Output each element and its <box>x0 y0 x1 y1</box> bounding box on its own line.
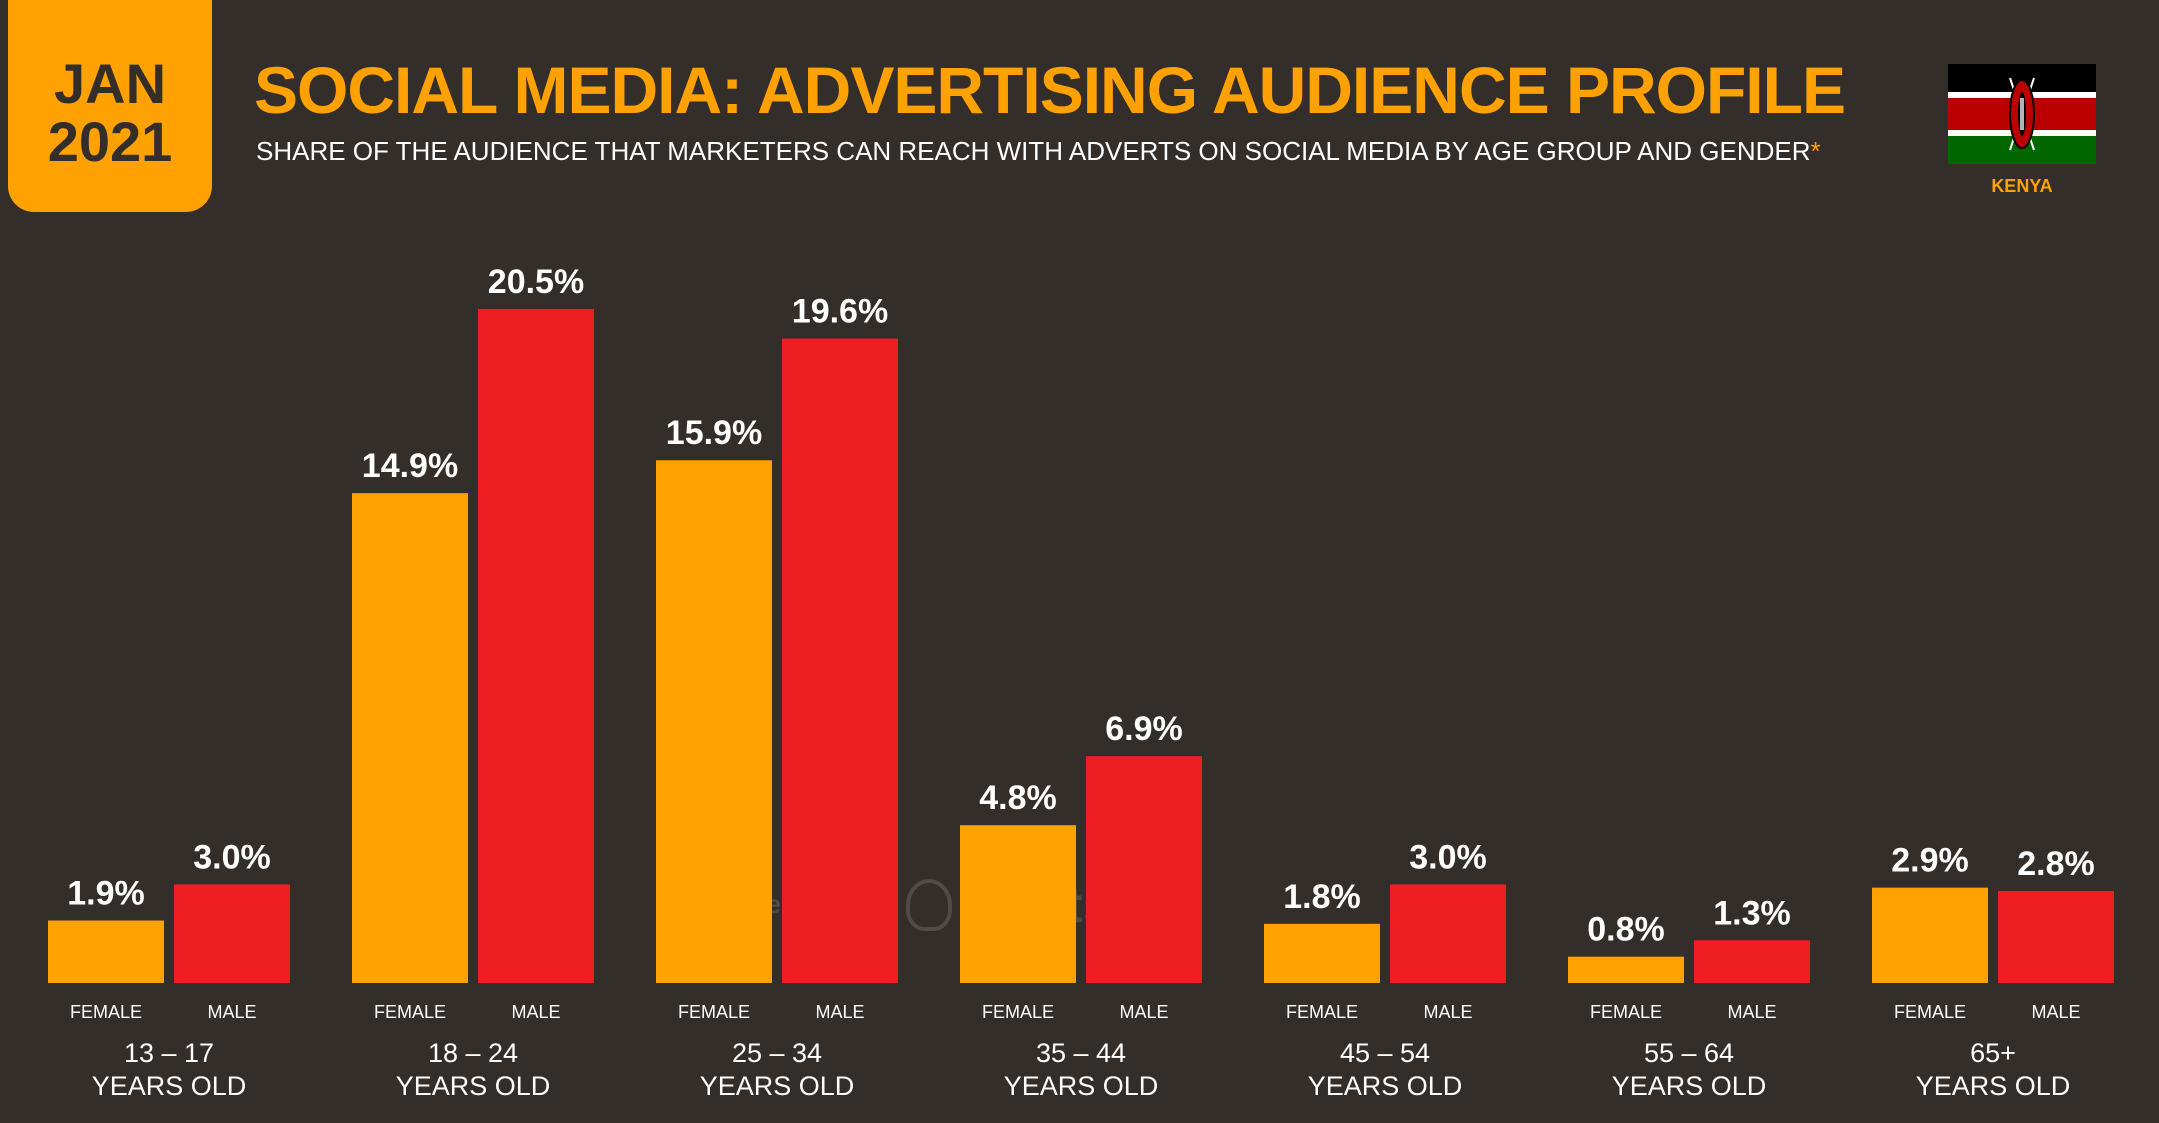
data-label-male-3: 6.9% <box>1105 710 1183 748</box>
bar-male-3 <box>1086 756 1202 983</box>
age-group-suffix-2: YEARS OLD <box>700 1071 855 1101</box>
gender-label-female-1: FEMALE <box>374 1002 446 1022</box>
page-title: SOCIAL MEDIA: ADVERTISING AUDIENCE PROFI… <box>254 53 1846 127</box>
age-group-suffix-4: YEARS OLD <box>1308 1071 1463 1101</box>
data-label-male-6: 2.8% <box>2017 845 2095 883</box>
date-badge: JAN 2021 <box>8 0 212 212</box>
gender-label-female-4: FEMALE <box>1286 1002 1358 1022</box>
subtitle-footnote-marker: * <box>1810 136 1821 166</box>
gender-label-female-3: FEMALE <box>982 1002 1054 1022</box>
date-year: 2021 <box>47 110 173 173</box>
bar-female-6 <box>1872 887 1988 983</box>
gender-label-male-4: MALE <box>1423 1002 1472 1022</box>
data-label-female-4: 1.8% <box>1283 878 1361 916</box>
age-group-label-6: 65+ <box>1970 1038 2016 1068</box>
bar-male-5 <box>1694 940 1810 983</box>
bar-male-6 <box>1998 890 2114 983</box>
data-label-male-0: 3.0% <box>193 838 271 876</box>
age-group-label-0: 13 – 17 <box>124 1038 214 1068</box>
age-group-label-3: 35 – 44 <box>1036 1038 1126 1068</box>
age-group-label-1: 18 – 24 <box>428 1038 518 1068</box>
gender-label-female-6: FEMALE <box>1894 1002 1966 1022</box>
gender-label-male-2: MALE <box>815 1002 864 1022</box>
data-label-male-5: 1.3% <box>1713 894 1791 932</box>
bar-male-4 <box>1390 884 1506 983</box>
hootsuite-owl-icon <box>906 879 953 931</box>
data-label-female-6: 2.9% <box>1891 842 1969 880</box>
age-group-label-4: 45 – 54 <box>1340 1038 1430 1068</box>
gender-label-male-0: MALE <box>207 1002 256 1022</box>
bar-female-0 <box>48 920 164 983</box>
gender-label-female-5: FEMALE <box>1590 1002 1662 1022</box>
bar-female-2 <box>656 460 772 983</box>
data-label-female-2: 15.9% <box>666 414 762 452</box>
data-label-male-2: 19.6% <box>792 293 888 331</box>
bar-male-0 <box>174 884 290 983</box>
gender-label-male-5: MALE <box>1727 1002 1776 1022</box>
bar-male-2 <box>782 338 898 984</box>
data-label-female-0: 1.9% <box>67 875 145 913</box>
age-group-suffix-1: YEARS OLD <box>396 1071 551 1101</box>
gender-label-female-2: FEMALE <box>678 1002 750 1022</box>
age-group-label-5: 55 – 64 <box>1644 1038 1734 1068</box>
bar-female-3 <box>960 825 1076 983</box>
country-label: KENYA <box>1991 176 2053 196</box>
data-label-male-1: 20.5% <box>488 263 584 301</box>
age-group-suffix-5: YEARS OLD <box>1612 1071 1767 1101</box>
kenya-flag-icon <box>1948 64 2096 164</box>
bar-female-5 <box>1568 956 1684 983</box>
age-group-label-2: 25 – 34 <box>732 1038 822 1068</box>
page-subtitle: SHARE OF THE AUDIENCE THAT MARKETERS CAN… <box>256 136 1821 167</box>
data-label-male-4: 3.0% <box>1409 838 1487 876</box>
subtitle-text: SHARE OF THE AUDIENCE THAT MARKETERS CAN… <box>256 136 1811 166</box>
data-label-female-3: 4.8% <box>979 779 1057 817</box>
gender-label-male-1: MALE <box>511 1002 560 1022</box>
gender-label-male-6: MALE <box>2031 1002 2080 1022</box>
date-month: JAN <box>53 52 167 115</box>
bar-female-1 <box>352 493 468 983</box>
age-group-suffix-3: YEARS OLD <box>1004 1071 1159 1101</box>
data-label-female-5: 0.8% <box>1587 911 1665 949</box>
data-label-female-1: 14.9% <box>362 447 458 485</box>
gender-label-male-3: MALE <box>1119 1002 1168 1022</box>
gender-label-female-0: FEMALE <box>70 1002 142 1022</box>
age-group-suffix-0: YEARS OLD <box>92 1071 247 1101</box>
age-group-suffix-6: YEARS OLD <box>1916 1071 2071 1101</box>
bar-female-4 <box>1264 923 1380 983</box>
bar-male-1 <box>478 309 594 983</box>
